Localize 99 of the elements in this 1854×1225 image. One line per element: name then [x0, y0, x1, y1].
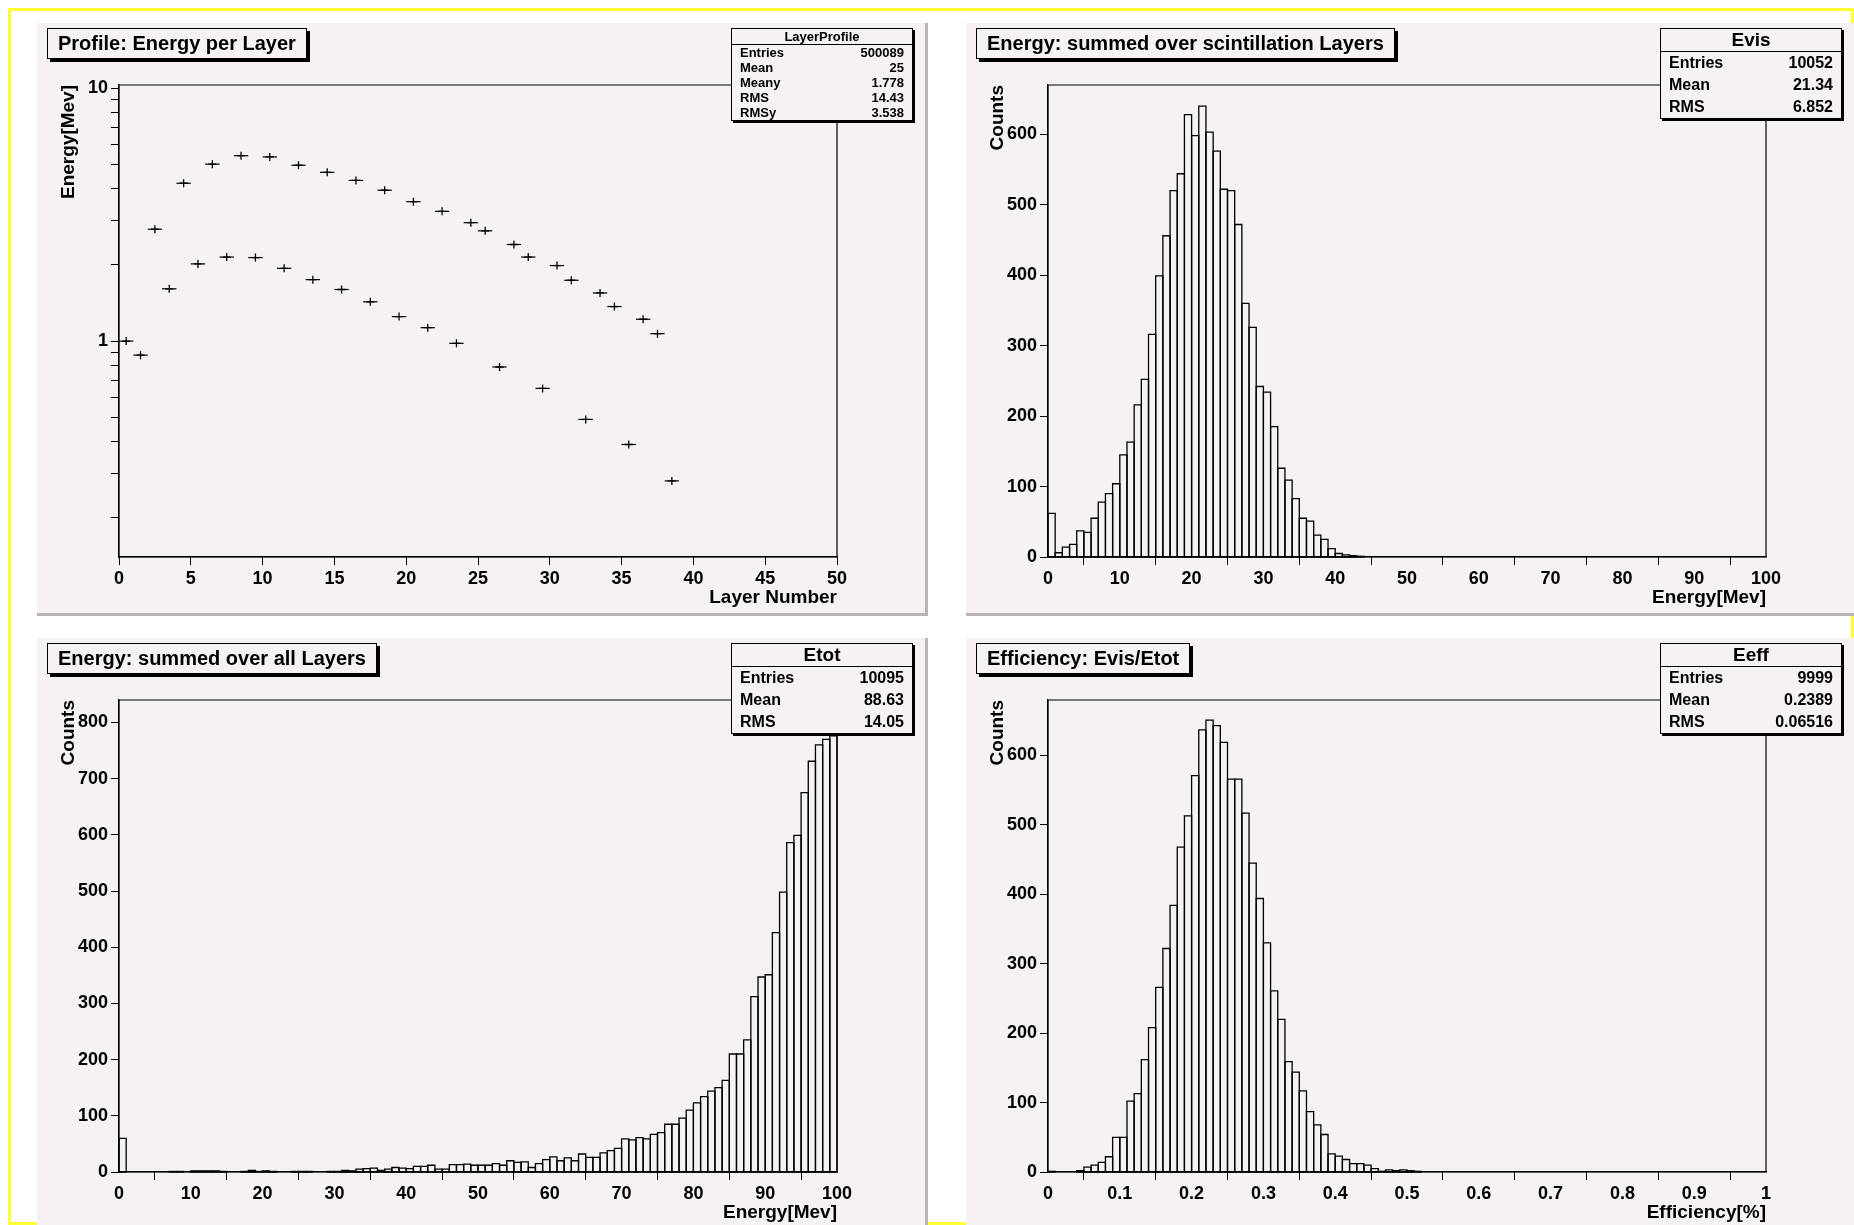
y-tick-label: 100 — [77, 1104, 108, 1125]
x-tick-label: 35 — [611, 567, 632, 588]
y-axis-title: Counts — [56, 700, 78, 766]
y-tick-label: 100 — [1006, 475, 1037, 496]
y-tick-label: 300 — [77, 992, 108, 1013]
x-tick-label: 25 — [467, 567, 489, 588]
x-axis-title: Layer Number — [709, 585, 838, 607]
x-tick-label: 15 — [324, 567, 345, 588]
x-tick-label: 80 — [1612, 567, 1633, 588]
x-tick-label: 40 — [683, 567, 704, 588]
text: Mean 88.63 — [740, 691, 904, 708]
text: Entries 10052 — [1669, 54, 1833, 71]
text: Mean 25 — [740, 60, 904, 75]
x-tick-label: 50 — [1396, 567, 1418, 588]
x-tick-label: 70 — [611, 1182, 632, 1203]
y-tick-label: 10 — [87, 77, 108, 98]
y-axis-title: Counts — [985, 700, 1007, 766]
x-tick-label: 10 — [1109, 567, 1130, 588]
x-tick-label: 30 — [1253, 567, 1274, 588]
x-tick-label: 20 — [252, 1182, 273, 1203]
x-tick-label: 50 — [826, 567, 848, 588]
y-tick-label: 300 — [1006, 334, 1037, 355]
x-tick-label: 0 — [113, 1182, 125, 1203]
text: Meany 1.778 — [740, 75, 904, 90]
x-tick-label: 80 — [683, 1182, 704, 1203]
y-tick-label: 0 — [1026, 545, 1037, 566]
text: RMS 14.43 — [740, 90, 904, 105]
y-tick-label: 600 — [1006, 123, 1037, 144]
y-axis-title: Counts — [985, 85, 1007, 151]
text: Mean 0.2389 — [1669, 691, 1833, 708]
x-tick-label: 10 — [252, 567, 273, 588]
y-tick-label: 200 — [1006, 405, 1037, 426]
x-tick-label: 70 — [1540, 567, 1561, 588]
chart-title: Efficiency: Evis/Etot — [976, 643, 1191, 674]
x-tick-label: 0.3 — [1250, 1182, 1276, 1203]
text: RMS 0.06516 — [1669, 713, 1833, 730]
x-tick-label: 0.7 — [1538, 1182, 1564, 1203]
chart-title: Energy: summed over all Layers — [47, 643, 377, 674]
x-tick-label: 100 — [821, 1182, 853, 1203]
y-tick-label: 0 — [97, 1160, 108, 1181]
y-tick-label: 0 — [1026, 1160, 1037, 1181]
x-tick-label: 0.4 — [1322, 1182, 1348, 1203]
y-tick-label: 400 — [1006, 883, 1037, 904]
x-tick-label: 40 — [1325, 567, 1346, 588]
x-tick-label: 100 — [1750, 567, 1782, 588]
y-tick-label: 100 — [1006, 1091, 1037, 1112]
x-tick-label: 5 — [185, 567, 196, 588]
x-tick-label: 60 — [1468, 567, 1489, 588]
x-tick-label: 0.1 — [1107, 1182, 1133, 1203]
text: Entries 10095 — [740, 669, 904, 686]
x-tick-label: 0.9 — [1681, 1182, 1707, 1203]
x-tick-label: 20 — [396, 567, 417, 588]
y-tick-label: 600 — [77, 823, 108, 844]
x-tick-label: 45 — [755, 567, 776, 588]
y-tick-label: 500 — [1006, 193, 1037, 214]
x-tick-label: 60 — [539, 1182, 560, 1203]
text: Entries 500089 — [740, 45, 904, 60]
chart-title: Profile: Energy per Layer — [47, 28, 307, 59]
x-axis-title: Energy[Mev] — [1651, 585, 1766, 607]
y-axis-title: Energy[Mev] — [56, 85, 78, 200]
x-axis-title: Energy[Mev] — [722, 1200, 837, 1222]
text: RMSy 3.538 — [740, 105, 904, 120]
y-tick-label: 800 — [77, 711, 108, 732]
x-tick-label: 0.6 — [1466, 1182, 1492, 1203]
y-tick-label: 400 — [1006, 264, 1037, 285]
x-tick-label: 0.5 — [1394, 1182, 1420, 1203]
y-tick-label: 200 — [1006, 1022, 1037, 1043]
text: RMS 14.05 — [740, 713, 904, 730]
x-tick-label: 0.8 — [1609, 1182, 1635, 1203]
x-tick-label: 30 — [324, 1182, 345, 1203]
x-axis-title: Efficiency[%] — [1646, 1200, 1766, 1222]
y-tick-label: 400 — [77, 936, 108, 957]
text: Mean 21.34 — [1669, 76, 1833, 93]
x-tick-label: 30 — [539, 567, 560, 588]
y-tick-label: 200 — [77, 1048, 108, 1069]
x-tick-label: 0 — [113, 567, 125, 588]
x-tick-label: 1 — [1760, 1182, 1772, 1203]
text: LayerProfile — [732, 29, 912, 45]
x-tick-label: 0 — [1042, 567, 1054, 588]
x-tick-label: 90 — [755, 1182, 776, 1203]
x-tick-label: 0.2 — [1179, 1182, 1205, 1203]
x-tick-label: 40 — [396, 1182, 417, 1203]
text: Evis — [1661, 29, 1841, 52]
chart-title: Energy: summed over scintillation Layers — [976, 28, 1395, 59]
x-tick-label: 20 — [1181, 567, 1202, 588]
y-tick-label: 1 — [97, 330, 108, 351]
x-tick-label: 90 — [1684, 567, 1705, 588]
text: RMS 6.852 — [1669, 98, 1833, 115]
text: Entries 9999 — [1669, 669, 1833, 686]
text: Etot — [732, 644, 912, 667]
y-tick-label: 700 — [77, 767, 108, 788]
x-tick-label: 0 — [1042, 1182, 1054, 1203]
y-tick-label: 600 — [1006, 744, 1037, 765]
x-tick-label: 50 — [467, 1182, 489, 1203]
text: Eeff — [1661, 644, 1841, 667]
y-tick-label: 500 — [1006, 813, 1037, 834]
x-tick-label: 10 — [180, 1182, 201, 1203]
y-tick-label: 500 — [77, 880, 108, 901]
y-tick-label: 300 — [1006, 952, 1037, 973]
